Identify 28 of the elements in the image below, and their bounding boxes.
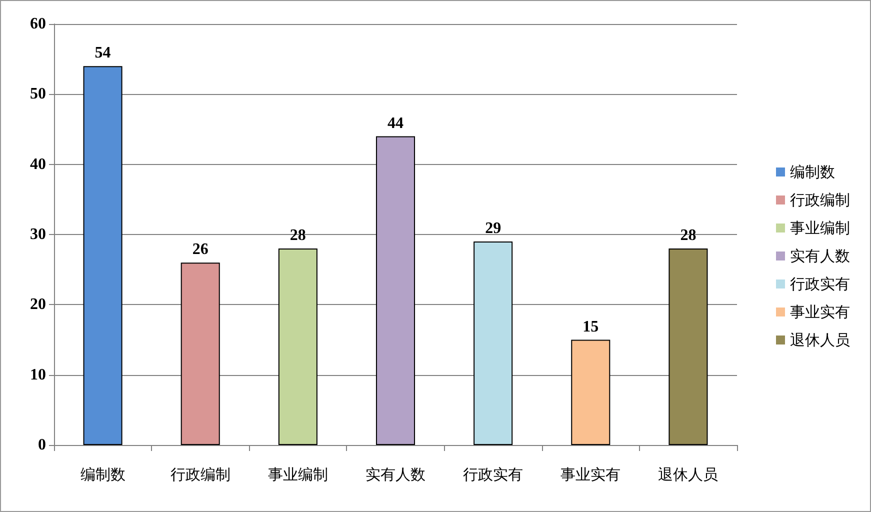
data-label: 26	[192, 241, 208, 258]
x-tick-label: 退休人员	[658, 466, 718, 484]
x-tick-label: 实有人数	[366, 466, 426, 484]
y-tick-label: 60	[30, 16, 46, 32]
data-label: 44	[388, 114, 404, 132]
legend-label: 事业实有	[790, 303, 850, 321]
data-label: 29	[485, 220, 502, 238]
x-tick-label: 行政编制	[170, 466, 230, 484]
x-tick-label: 事业编制	[268, 466, 328, 484]
y-tick-label: 10	[30, 366, 46, 384]
legend-label: 实有人数	[790, 247, 850, 265]
x-tick-label: 事业实有	[560, 466, 621, 484]
data-label: 28	[290, 227, 306, 244]
y-tick-label: 0	[38, 436, 46, 454]
legend-label: 事业编制	[790, 219, 850, 237]
legend-label: 编制数	[790, 163, 835, 181]
y-tick-label: 30	[30, 226, 46, 243]
data-label: 28	[680, 227, 696, 244]
legend-label: 退休人员	[790, 331, 850, 349]
x-tick-label: 行政实有	[463, 466, 524, 484]
data-label: 15	[582, 318, 599, 336]
data-label: 54	[94, 44, 111, 62]
x-tick-label: 编制数	[80, 466, 126, 484]
legend-label: 行政实有	[790, 275, 850, 293]
legend-label: 行政编制	[790, 191, 850, 209]
y-tick-label: 40	[30, 156, 46, 173]
y-tick-label: 50	[30, 86, 46, 103]
y-tick-label: 20	[30, 296, 46, 314]
